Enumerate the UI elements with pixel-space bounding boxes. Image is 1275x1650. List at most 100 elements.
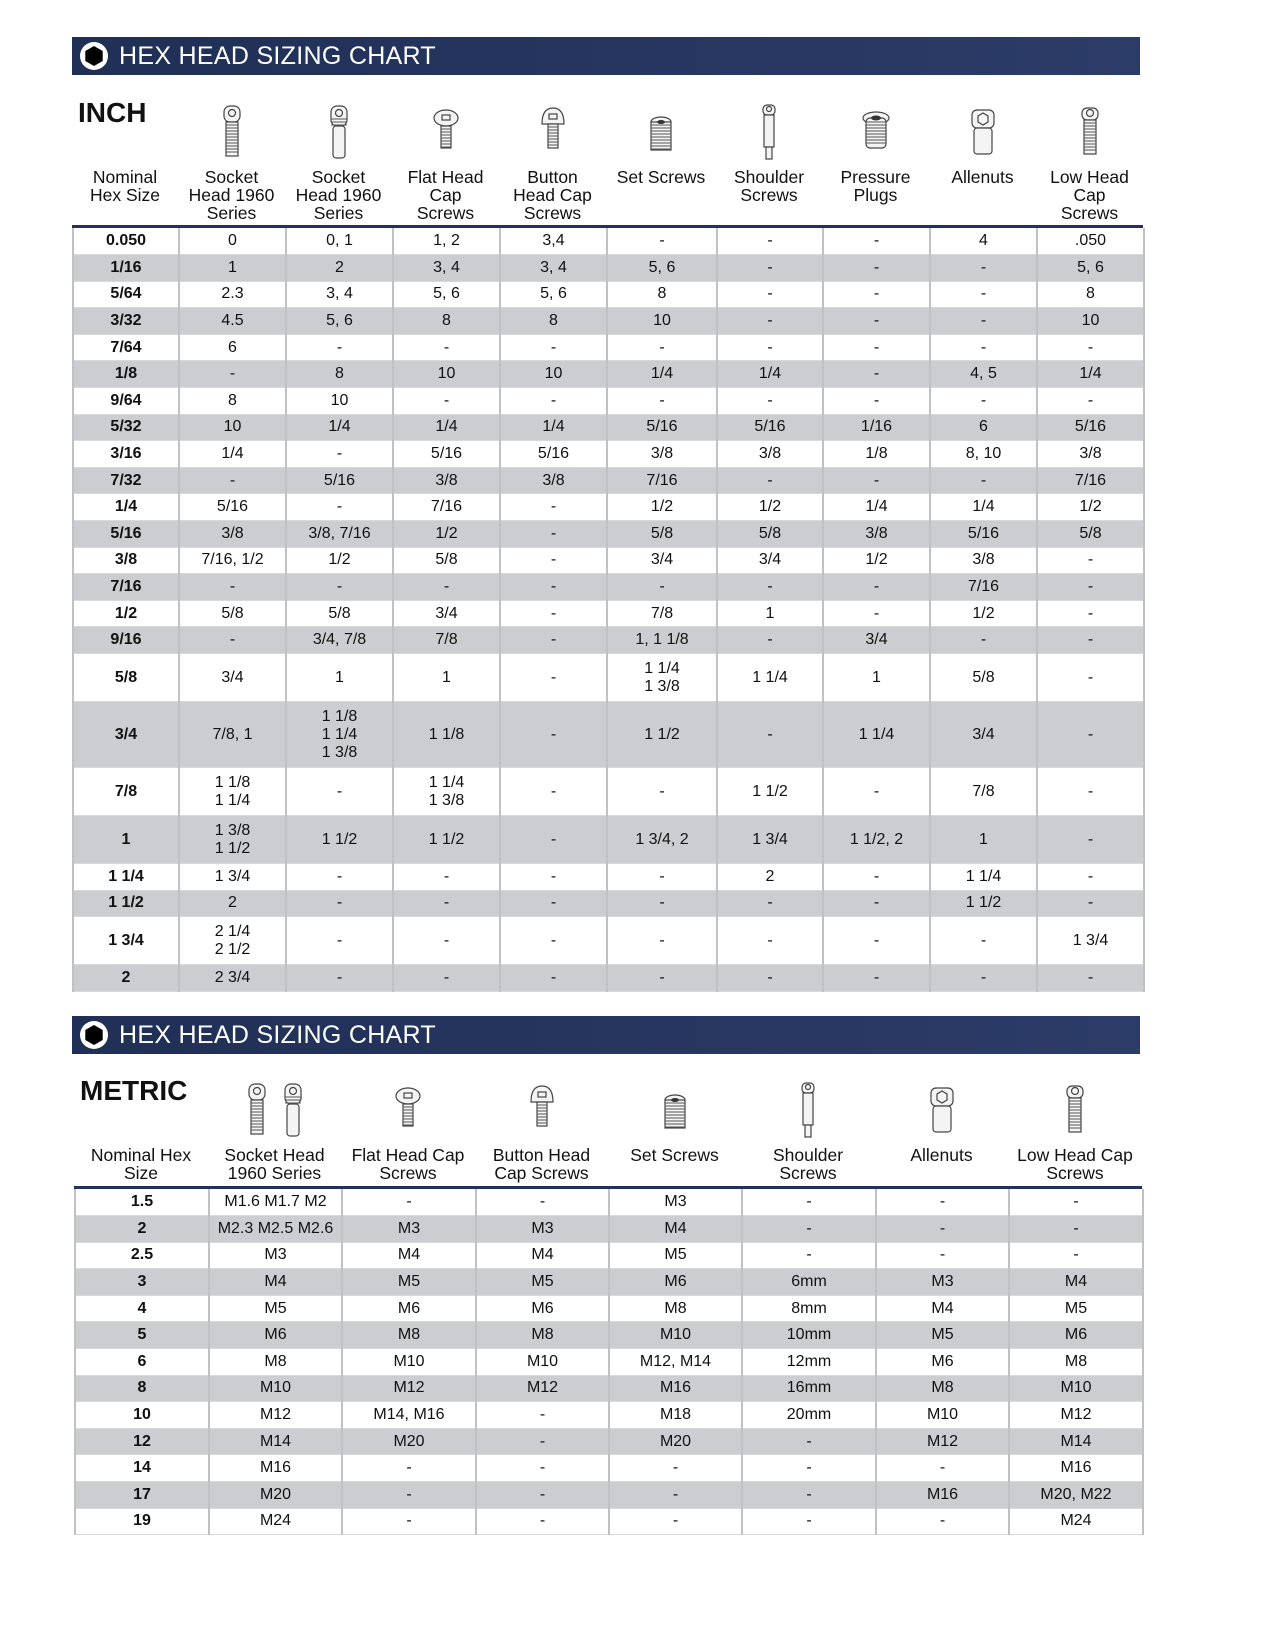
size-cell: - [875, 1215, 1010, 1243]
column-header: Shoulder Screws [741, 1074, 875, 1182]
size-cell: M20 [341, 1428, 477, 1455]
table-row: 7/64 6- - - - - - - - [72, 334, 1145, 361]
size-cell: - [716, 387, 824, 415]
low-head-cap-screw-icon [1080, 107, 1099, 155]
shoulder-screw-icon [801, 1082, 815, 1138]
size-cell: 3/8, 7/16 [285, 520, 394, 548]
nominal-hex-size: 1/8 [72, 360, 180, 388]
size-cell: M12 [341, 1375, 477, 1402]
column-header: Button Head Cap Screws [475, 1074, 608, 1182]
hexagon-icon [80, 1021, 108, 1049]
column-header: Set Screws [606, 96, 716, 222]
size-cell: 1 1/4 1 3/8 [606, 653, 718, 702]
size-cell: 5, 6 [392, 281, 501, 308]
size-cell: - [392, 334, 501, 361]
size-cell: 3/4 [392, 600, 501, 627]
nominal-hex-size: 7/32 [72, 467, 180, 494]
size-cell: 10 [178, 414, 287, 441]
size-cell: 1 [285, 653, 394, 702]
size-cell: 5, 6 [606, 254, 718, 282]
size-cell: 7/16 [929, 573, 1038, 601]
size-cell: M10 [1008, 1375, 1144, 1402]
size-cell: - [822, 767, 931, 816]
size-cell: - [822, 228, 931, 255]
size-cell: 3, 4 [499, 254, 608, 282]
size-cell: - [499, 334, 608, 361]
size-cell: 1 1/2 [285, 815, 394, 864]
size-cell: 3/4 [929, 701, 1038, 768]
size-cell: M8 [1008, 1348, 1144, 1376]
size-cell: 5/16 [178, 493, 287, 521]
size-cell: - [1036, 815, 1145, 864]
column-label: Socket Head 1960 Series [188, 167, 275, 223]
size-cell: - [392, 964, 501, 992]
size-cell: - [499, 626, 608, 654]
size-cell: 6mm [741, 1268, 877, 1296]
size-cell: 7/8 [929, 767, 1038, 816]
size-cell: - [741, 1508, 877, 1535]
nominal-hex-size: 2.5 [74, 1242, 210, 1269]
nominal-hex-size: 1/2 [72, 600, 180, 627]
table-row: 9/64 8 10- - - - - - - [72, 387, 1145, 415]
size-cell: M16 [208, 1454, 343, 1482]
table-row: 4 M5 M6 M6 M8 8mm M4 M5 [74, 1295, 1144, 1322]
flat-head-screw-icon [432, 109, 459, 149]
size-cell: 1/4 [392, 414, 501, 441]
column-header: Socket Head 1960 Series [208, 1074, 341, 1182]
column-icons [325, 96, 353, 162]
size-cell: 1 [392, 653, 501, 702]
size-cell: - [285, 334, 394, 361]
size-cell: 1/4 [606, 360, 718, 388]
column-label: Shoulder Screws [772, 1145, 844, 1183]
size-cell: - [499, 767, 608, 816]
size-cell: 0 [178, 228, 287, 255]
size-cell: 5/16 [1036, 414, 1145, 441]
size-cell: 6 [929, 414, 1038, 441]
size-cell: 1/4 [716, 360, 824, 388]
nominal-hex-size: 2 [72, 964, 180, 992]
size-cell: 3/4 [606, 547, 718, 574]
size-cell: - [499, 863, 608, 891]
size-cell: 5/16 [606, 414, 718, 441]
size-cell: - [285, 863, 394, 891]
table-row: 1/4 5/16-7/16-1/2 1/2 1/4 1/4 1/2 [72, 493, 1145, 521]
size-cell: - [929, 626, 1038, 654]
size-cell: 1 1/2 [606, 701, 718, 768]
nominal-hex-size: 5 [74, 1321, 210, 1349]
size-cell: 5/8 [716, 520, 824, 548]
column-icons [755, 96, 783, 162]
size-cell: 10 [1036, 307, 1145, 335]
column-icons [1061, 1074, 1089, 1140]
size-cell: 5/16 [392, 440, 501, 468]
size-cell: - [606, 890, 718, 917]
column-header: Low Head Cap Screws [1008, 1074, 1142, 1182]
size-cell: 1/4 [285, 414, 394, 441]
column-header: Pressure Plugs [822, 96, 929, 222]
size-cell: - [499, 600, 608, 627]
size-cell: M20, M22 [1008, 1481, 1144, 1509]
size-cell: - [499, 890, 608, 917]
size-cell: - [606, 964, 718, 992]
size-cell: M14 [1008, 1428, 1144, 1455]
column-header: Shoulder Screws [716, 96, 822, 222]
size-cell: M5 [208, 1295, 343, 1322]
size-cell: M6 [208, 1321, 343, 1349]
size-cell: 8 [392, 307, 501, 335]
banner-title: HEX HEAD SIZING CHART [119, 1020, 436, 1049]
size-cell: 1/4 [1036, 360, 1145, 388]
nominal-hex-size: 3/8 [72, 547, 180, 574]
size-cell: 3/8 [178, 520, 287, 548]
size-cell: 3/8 [392, 467, 501, 494]
size-cell: - [1036, 600, 1145, 627]
size-cell: 1 1/4 [716, 653, 824, 702]
banner-title: HEX HEAD SIZING CHART [119, 41, 436, 70]
size-cell: M10 [208, 1375, 343, 1402]
column-icons [928, 1074, 956, 1140]
table-row: 9/16-3/4, 7/8 7/8-1, 1 1/8-3/4- - [72, 626, 1145, 654]
size-cell: M4 [341, 1242, 477, 1269]
size-cell: 1 1/2 [392, 815, 501, 864]
button-head-screw-icon [529, 1085, 554, 1127]
size-cell: 1 1/8 1 1/4 [178, 767, 287, 816]
column-label: Button Head Cap Screws [513, 167, 592, 223]
